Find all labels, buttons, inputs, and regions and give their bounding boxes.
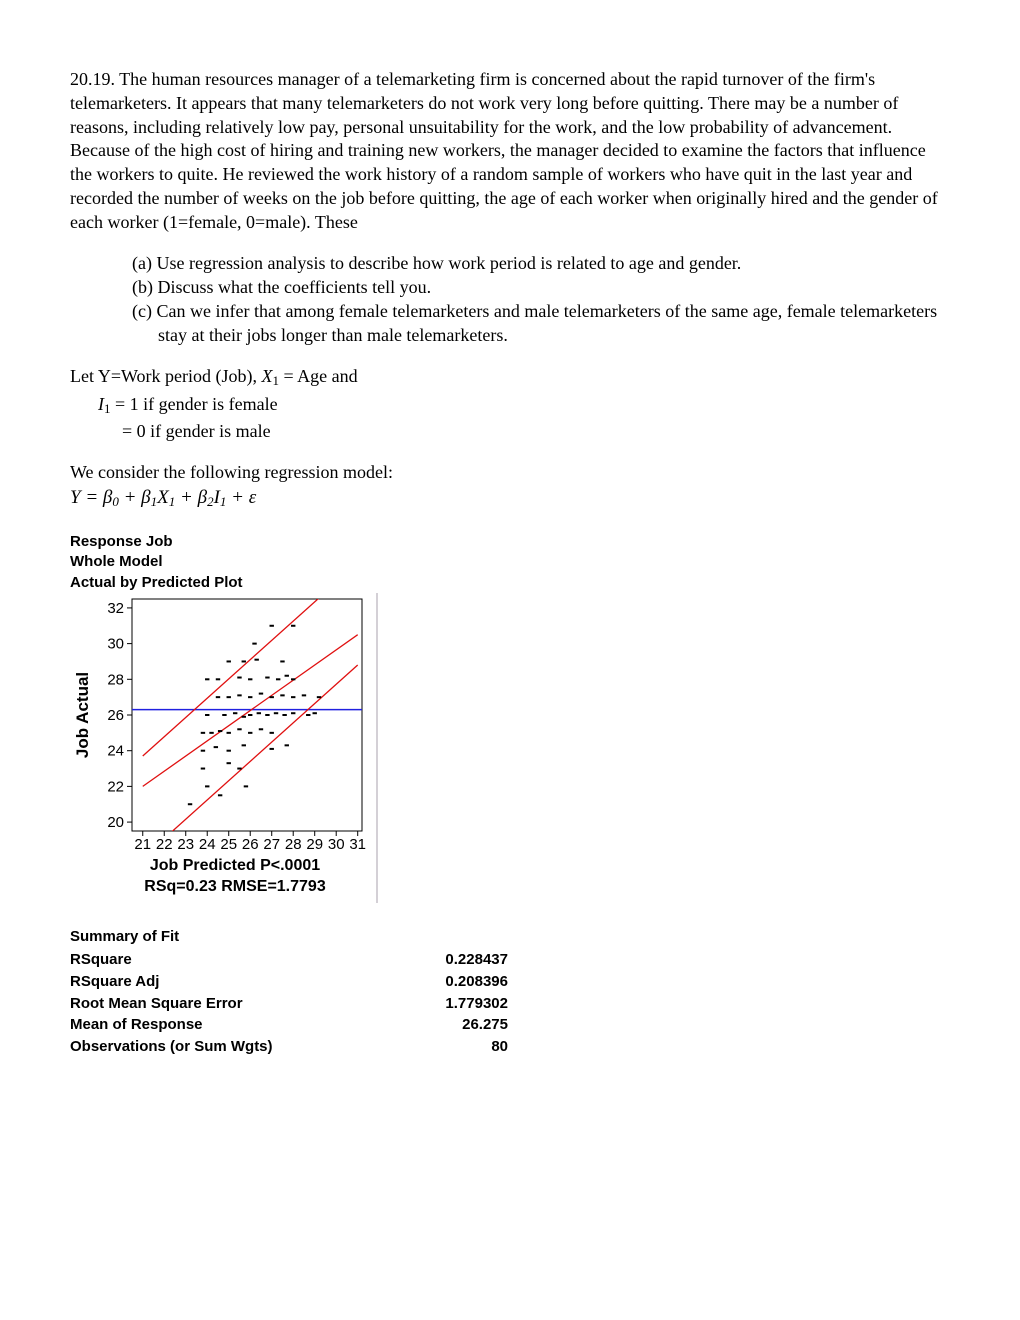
summary-label: RSquare Adj: [70, 971, 410, 993]
q-c-label: (c): [132, 301, 152, 321]
svg-text:26: 26: [242, 836, 259, 853]
indicator-def: I1 = 1 if gender is female: [70, 393, 950, 417]
x1-var: X: [262, 366, 273, 386]
plot-footer: RSq=0.23 RMSE=1.7793: [70, 876, 370, 897]
svg-text:23: 23: [177, 836, 194, 853]
q-c-text: Can we infer that among female telemarke…: [156, 301, 937, 345]
summary-row: Root Mean Square Error1.779302: [70, 993, 508, 1015]
svg-text:22: 22: [156, 836, 173, 853]
and-text: and: [332, 366, 358, 386]
summary-of-fit: Summary of Fit RSquare0.228437RSquare Ad…: [70, 927, 950, 1058]
svg-text:27: 27: [263, 836, 280, 853]
question-list: (a) Use regression analysis to describe …: [70, 252, 950, 347]
svg-text:28: 28: [285, 836, 302, 853]
summary-row: RSquare0.228437: [70, 949, 508, 971]
plot-heading: Actual by Predicted Plot: [70, 573, 950, 593]
svg-text:21: 21: [134, 836, 151, 853]
wholemodel-heading: Whole Model: [70, 552, 950, 572]
svg-text:30: 30: [328, 836, 345, 853]
response-heading: Response Job: [70, 532, 950, 552]
svg-text:26: 26: [107, 707, 124, 724]
summary-label: Mean of Response: [70, 1014, 410, 1036]
definitions-block: Let Y=Work period (Job), X1 = Age and: [70, 365, 950, 389]
let-y-text: Let Y=Work period (Job),: [70, 366, 262, 386]
q-b-label: (b): [132, 277, 153, 297]
model-intro: We consider the following regression mod…: [70, 461, 950, 485]
indicator-def-2: = 0 if gender is male: [70, 420, 950, 444]
summary-label: Observations (or Sum Wgts): [70, 1036, 410, 1058]
i1-sub: 1: [104, 401, 111, 416]
question-a: (a) Use regression analysis to describe …: [132, 252, 950, 276]
summary-label: Root Mean Square Error: [70, 993, 410, 1015]
i1-female: = 1 if gender is female: [115, 394, 278, 414]
svg-text:22: 22: [107, 778, 124, 795]
svg-text:32: 32: [107, 600, 124, 617]
summary-value: 80: [410, 1036, 508, 1058]
summary-row: Observations (or Sum Wgts)80: [70, 1036, 508, 1058]
summary-row: Mean of Response26.275: [70, 1014, 508, 1036]
svg-text:31: 31: [349, 836, 366, 853]
svg-text:24: 24: [107, 743, 124, 760]
i1-male: = 0 if gender is male: [122, 421, 271, 441]
plot-xlabel: Job Predicted P<.0001: [70, 855, 370, 876]
q-a-text: Use regression analysis to describe how …: [156, 253, 741, 273]
summary-label: RSquare: [70, 949, 410, 971]
svg-text:25: 25: [220, 836, 237, 853]
summary-table: RSquare0.228437RSquare Adj0.208396Root M…: [70, 949, 508, 1058]
summary-value: 26.275: [410, 1014, 508, 1036]
regression-equation: Y = β0 + β1X1 + β2I1 + ε: [70, 485, 950, 510]
summary-value: 0.228437: [410, 949, 508, 971]
x1-rest: = Age: [279, 366, 327, 386]
summary-title: Summary of Fit: [70, 927, 950, 947]
q-a-label: (a): [132, 253, 152, 273]
svg-text:20: 20: [107, 814, 124, 831]
svg-text:24: 24: [199, 836, 216, 853]
predicted-plot: 202224262830322122232425262728293031Job …: [70, 593, 378, 903]
svg-text:29: 29: [306, 836, 323, 853]
svg-text:28: 28: [107, 671, 124, 688]
svg-text:Job Actual: Job Actual: [73, 672, 92, 758]
summary-value: 1.779302: [410, 993, 508, 1015]
x1-equation: X1 = Age: [262, 366, 332, 386]
scatter-svg: 202224262830322122232425262728293031Job …: [70, 593, 370, 855]
summary-value: 0.208396: [410, 971, 508, 993]
question-b: (b) Discuss what the coefficients tell y…: [132, 276, 950, 300]
q-b-text: Discuss what the coefficients tell you.: [158, 277, 432, 297]
problem-text: 20.19. The human resources manager of a …: [70, 68, 950, 234]
svg-text:30: 30: [107, 636, 124, 653]
summary-row: RSquare Adj0.208396: [70, 971, 508, 993]
question-c: (c) Can we infer that among female telem…: [132, 300, 950, 348]
